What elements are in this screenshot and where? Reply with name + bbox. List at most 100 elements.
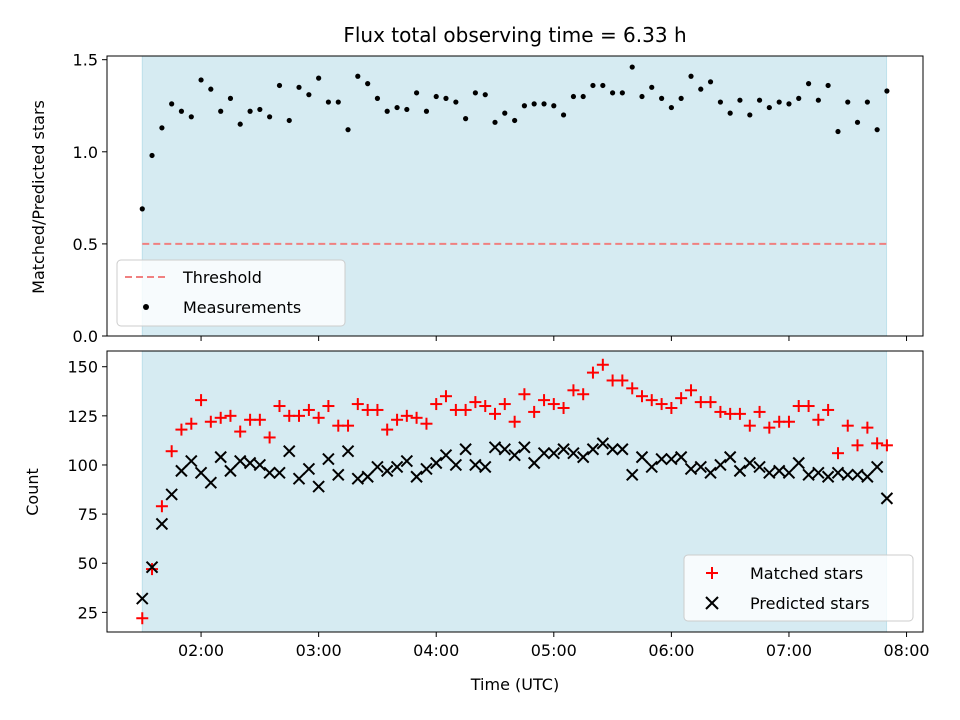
data-point — [371, 403, 384, 416]
data-point — [263, 431, 276, 444]
data-point — [815, 97, 821, 103]
data-point — [316, 75, 322, 81]
data-point — [586, 443, 600, 456]
data-point — [459, 443, 472, 456]
data-point — [322, 400, 335, 413]
data-point — [267, 114, 273, 120]
data-point — [404, 106, 410, 113]
data-point — [433, 93, 439, 100]
data-point — [263, 466, 276, 480]
data-point — [528, 405, 541, 418]
data-point — [443, 95, 449, 101]
data-point — [688, 73, 694, 79]
data-point — [577, 388, 590, 401]
data-point — [812, 413, 825, 426]
data-point — [430, 456, 443, 470]
data-point — [453, 99, 459, 105]
data-point — [538, 394, 551, 407]
data-point — [463, 116, 469, 122]
data-point — [645, 394, 658, 407]
data-point — [335, 99, 341, 105]
data-point — [341, 445, 355, 458]
data-point — [851, 468, 864, 482]
series-matched-stars — [136, 358, 893, 625]
data-point — [224, 464, 237, 478]
data-point — [616, 443, 629, 456]
data-point — [753, 405, 766, 418]
data-point — [332, 468, 345, 482]
data-point — [502, 110, 508, 116]
data-point — [655, 398, 668, 411]
data-point — [802, 468, 815, 482]
data-point — [423, 108, 430, 114]
data-point — [707, 79, 714, 85]
data-point — [492, 119, 498, 125]
data-point — [234, 425, 247, 438]
data-point — [606, 443, 619, 456]
data-point — [812, 466, 825, 480]
data-point — [541, 101, 547, 107]
data-point — [805, 81, 812, 87]
data-point — [165, 445, 178, 458]
x-tick-label: 06:00 — [648, 641, 694, 660]
data-point — [508, 415, 521, 428]
data-point — [253, 458, 267, 472]
data-point — [243, 456, 257, 470]
data-point — [733, 407, 746, 420]
data-point — [521, 103, 528, 109]
data-point — [737, 97, 743, 103]
data-point — [864, 99, 870, 105]
data-point — [551, 103, 557, 109]
legend-matched-marker — [706, 567, 718, 579]
data-point — [616, 374, 629, 387]
data-point — [155, 500, 168, 513]
data-point — [665, 452, 678, 466]
data-point — [459, 403, 472, 416]
data-point — [380, 464, 394, 478]
data-point — [880, 439, 893, 452]
y-tick-label: 0.0 — [73, 327, 98, 346]
data-point — [766, 104, 772, 111]
data-point — [763, 466, 776, 480]
data-point — [626, 382, 639, 395]
data-point — [273, 466, 286, 480]
data-point — [802, 400, 815, 413]
bottom-panel: 25 50 75 100 125 150 02:00 03:00 04:00 05:00 06:00… — [23, 350, 930, 694]
data-point — [469, 458, 482, 472]
data-point — [874, 127, 880, 133]
data-point — [247, 108, 253, 114]
data-point — [469, 396, 482, 409]
data-point — [410, 411, 423, 424]
data-point — [831, 447, 844, 460]
data-point — [635, 390, 648, 403]
data-point — [668, 104, 674, 111]
data-point — [626, 468, 639, 482]
data-point — [786, 101, 792, 107]
data-point — [841, 419, 854, 432]
data-point — [629, 64, 635, 70]
data-point — [675, 392, 688, 405]
x-tick-label: 07:00 — [766, 641, 812, 660]
data-point — [861, 421, 874, 434]
legend-matched-label: Matched stars — [750, 564, 863, 583]
data-point — [635, 450, 649, 464]
data-point — [694, 460, 707, 474]
data-point — [596, 358, 609, 371]
data-point — [185, 454, 198, 468]
data-point — [518, 441, 531, 454]
data-point — [665, 401, 678, 414]
data-point — [410, 470, 423, 483]
data-point — [570, 93, 577, 100]
data-point — [871, 437, 884, 450]
data-point — [208, 86, 214, 92]
data-point — [283, 445, 296, 458]
data-point — [600, 82, 606, 89]
y-tick-label: 100 — [67, 456, 98, 475]
data-point — [822, 403, 835, 416]
data-point — [489, 407, 502, 420]
data-point — [498, 398, 511, 411]
data-point — [698, 86, 704, 92]
data-point — [537, 446, 551, 460]
data-point — [449, 458, 463, 472]
data-point — [175, 464, 188, 478]
